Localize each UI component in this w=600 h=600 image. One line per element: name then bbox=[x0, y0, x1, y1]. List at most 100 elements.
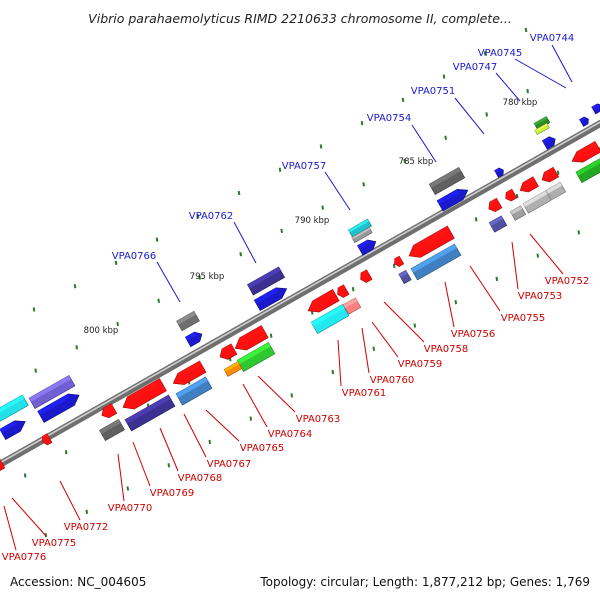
gene-block-red-12[interactable] bbox=[0, 458, 6, 471]
tick-outer-9 bbox=[319, 144, 323, 149]
gene-label-vpa0756[interactable]: VPA0756 bbox=[451, 329, 496, 340]
gene-block-green-1[interactable] bbox=[533, 116, 551, 130]
tick-upper-3 bbox=[116, 321, 119, 327]
gene-label-vpa0764[interactable]: VPA0764 bbox=[268, 429, 313, 440]
gene-block-red-2[interactable] bbox=[394, 255, 405, 267]
gene-label-vpa0775[interactable]: VPA0775 bbox=[32, 538, 77, 549]
gene-block-grey-1[interactable] bbox=[176, 310, 200, 332]
gene-label-vpa0744[interactable]: VPA0744 bbox=[530, 33, 575, 44]
gene-block-orange-1[interactable] bbox=[223, 361, 243, 377]
scale-label-780: 780 kbp bbox=[503, 98, 538, 108]
gene-block-blue-5[interactable] bbox=[357, 239, 377, 256]
tick-upper-12 bbox=[485, 112, 488, 117]
gene-block-grey-5[interactable] bbox=[509, 205, 527, 221]
callout-vpa0757 bbox=[324, 171, 351, 211]
gene-block-red-15[interactable] bbox=[519, 176, 539, 193]
gene-block-purple-1[interactable] bbox=[28, 375, 76, 409]
gene-label-vpa0767[interactable]: VPA0767 bbox=[207, 459, 252, 470]
gene-block-steelblue-2[interactable] bbox=[175, 376, 213, 406]
tick-lower-13 bbox=[556, 170, 560, 175]
gene-block-red-8[interactable] bbox=[172, 360, 207, 385]
gene-block-blue-7[interactable] bbox=[494, 167, 504, 178]
tick-bottom-5 bbox=[249, 416, 253, 421]
gene-label-vpa0760[interactable]: VPA0760 bbox=[370, 375, 415, 386]
gene-label-vpa0752[interactable]: VPA0752 bbox=[545, 276, 590, 287]
gene-label-vpa0762[interactable]: VPA0762 bbox=[189, 211, 234, 222]
gene-block-red-9[interactable] bbox=[122, 378, 167, 410]
gene-block-blue-3[interactable] bbox=[184, 331, 203, 348]
gene-block-grey-6[interactable] bbox=[522, 190, 552, 214]
label-callouts bbox=[3, 44, 573, 551]
tick-upper-1 bbox=[34, 368, 37, 373]
gene-block-slate-1[interactable] bbox=[398, 269, 412, 285]
gene-label-vpa0772[interactable]: VPA0772 bbox=[64, 522, 109, 533]
gene-block-grey-7[interactable] bbox=[545, 181, 567, 201]
tick-lower-6 bbox=[269, 333, 273, 338]
gene-block-grey-4[interactable] bbox=[99, 418, 125, 442]
tick-lower-8 bbox=[351, 287, 355, 292]
gene-block-red-7[interactable] bbox=[219, 343, 238, 360]
gene-block-grey-3[interactable] bbox=[428, 166, 466, 196]
forward-gene-labels: VPA0744 VPA0745 VPA0747 VPA0751 VPA0754 … bbox=[112, 33, 575, 262]
gene-block-red-13[interactable] bbox=[488, 197, 503, 213]
tick-lower-12 bbox=[515, 193, 519, 199]
tick-upper-13 bbox=[526, 89, 529, 94]
gene-block-green-3[interactable] bbox=[575, 157, 600, 184]
gene-label-vpa0769[interactable]: VPA0769 bbox=[150, 488, 195, 499]
gene-block-blue-8[interactable] bbox=[541, 136, 556, 150]
gene-label-vpa0758[interactable]: VPA0758 bbox=[424, 344, 469, 355]
gene-label-vpa0753[interactable]: VPA0753 bbox=[518, 291, 563, 302]
gene-label-vpa0754[interactable]: VPA0754 bbox=[367, 113, 412, 124]
gene-label-vpa0745[interactable]: VPA0745 bbox=[478, 48, 523, 59]
gene-label-vpa0757[interactable]: VPA0757 bbox=[282, 161, 327, 172]
gene-label-vpa0761[interactable]: VPA0761 bbox=[342, 388, 387, 399]
gene-block-red-11[interactable] bbox=[42, 433, 53, 446]
gene-label-vpa0755[interactable]: VPA0755 bbox=[501, 313, 546, 324]
callout-vpa0761 bbox=[337, 339, 342, 387]
gene-block-yellow-1[interactable] bbox=[534, 122, 550, 136]
gene-block-red-4[interactable] bbox=[337, 284, 350, 298]
gene-block-blue-1[interactable] bbox=[37, 393, 80, 423]
gene-label-vpa0765[interactable]: VPA0765 bbox=[240, 443, 285, 454]
scale-label-790: 790 kbp bbox=[295, 216, 330, 226]
gene-block-cyan-3[interactable] bbox=[310, 304, 350, 334]
callout-vpa0744 bbox=[551, 44, 573, 83]
gene-block-grey-2[interactable] bbox=[351, 227, 373, 243]
gene-label-vpa0759[interactable]: VPA0759 bbox=[398, 359, 443, 370]
gene-block-pink-1[interactable] bbox=[342, 297, 362, 315]
tick-outer-14 bbox=[524, 27, 528, 33]
gene-block-slate-2[interactable] bbox=[488, 215, 508, 233]
gene-block-red-5[interactable] bbox=[360, 269, 373, 283]
gene-block-red-6[interactable] bbox=[234, 325, 269, 351]
gene-label-vpa0776[interactable]: VPA0776 bbox=[2, 552, 47, 563]
gene-block-red-14[interactable] bbox=[505, 188, 518, 202]
gene-block-navy-2[interactable] bbox=[124, 394, 176, 432]
callout-vpa0767 bbox=[183, 413, 207, 458]
gene-block-blue-6[interactable] bbox=[436, 189, 469, 212]
tick-bottom-8 bbox=[372, 346, 376, 351]
gene-block-blue-4[interactable] bbox=[253, 287, 288, 312]
gene-label-vpa0768[interactable]: VPA0768 bbox=[178, 473, 223, 484]
gene-block-blue-10[interactable] bbox=[591, 103, 600, 115]
callout-vpa0768 bbox=[159, 427, 179, 472]
gene-block-red-16[interactable] bbox=[541, 166, 560, 183]
gene-block-cyan-1[interactable] bbox=[0, 394, 29, 425]
gene-label-vpa0763[interactable]: VPA0763 bbox=[296, 414, 341, 425]
gene-block-blue-2[interactable] bbox=[0, 420, 26, 441]
gene-block-steelblue-1[interactable] bbox=[410, 243, 462, 281]
callout-vpa0752 bbox=[529, 233, 564, 275]
gene-block-blue-9[interactable] bbox=[579, 116, 589, 127]
callout-vpa0769 bbox=[132, 441, 151, 487]
gene-block-red-17[interactable] bbox=[571, 140, 600, 163]
gene-block-red-3[interactable] bbox=[307, 289, 340, 313]
gene-label-vpa0747[interactable]: VPA0747 bbox=[453, 62, 498, 73]
gene-label-vpa0770[interactable]: VPA0770 bbox=[108, 503, 153, 514]
gene-block-cyan-2[interactable] bbox=[348, 218, 372, 238]
gene-block-navy-1[interactable] bbox=[246, 266, 286, 296]
gene-block-red-1[interactable] bbox=[408, 225, 455, 258]
callout-vpa0776 bbox=[3, 505, 17, 551]
gene-label-vpa0751[interactable]: VPA0751 bbox=[411, 86, 456, 97]
gene-block-red-10[interactable] bbox=[101, 403, 118, 419]
gene-label-vpa0766[interactable]: VPA0766 bbox=[112, 251, 157, 262]
